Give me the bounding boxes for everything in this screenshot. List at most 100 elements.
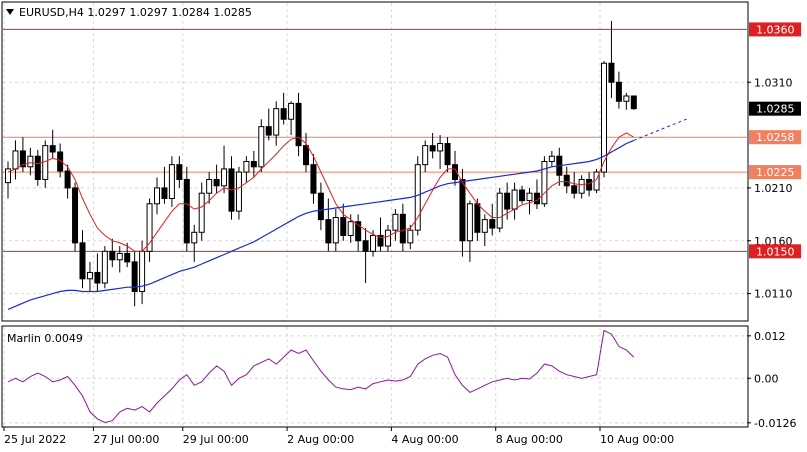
moving-averages <box>7 117 689 310</box>
indicator-pane-frame <box>1 325 749 428</box>
price-tick-label: 1.0110 <box>754 288 793 301</box>
candle-bull <box>332 217 339 244</box>
candle-bull <box>168 164 175 199</box>
candle-bear <box>444 143 451 166</box>
marlin-line <box>7 329 635 424</box>
indicator-tick-label: 0.012 <box>754 330 786 343</box>
indicator-axis: 0.012 0.00 -0.0126 <box>747 330 796 430</box>
candle-bull <box>623 95 630 102</box>
candle-bull <box>12 150 19 170</box>
candle-bear <box>109 250 116 261</box>
time-tick-label: 25 Jul 2022 <box>4 433 66 446</box>
candle-bear <box>630 95 637 110</box>
candle-bull <box>221 168 228 187</box>
candle-bull <box>86 271 93 280</box>
indicator-tick-label: 0.00 <box>754 372 779 385</box>
candle-bear <box>19 150 26 168</box>
candle-bull <box>392 213 399 231</box>
candle-bull <box>206 178 213 194</box>
candle-bull <box>414 164 421 231</box>
candlesticks <box>5 20 637 307</box>
candle-bull <box>466 203 473 242</box>
candle-bear <box>362 240 369 252</box>
candle-bear <box>459 178 466 242</box>
candle-bear <box>79 242 86 280</box>
candle-bull <box>526 192 533 202</box>
candle-bull <box>288 102 295 120</box>
candle-bull <box>437 143 444 152</box>
candle-bear <box>586 178 593 191</box>
candle-bear <box>183 178 190 244</box>
price-tick-label: 1.0210 <box>754 182 793 195</box>
main-grid <box>3 3 747 320</box>
ma-fast-line <box>7 132 635 252</box>
candle-bear <box>340 217 347 236</box>
candle-bull <box>154 187 160 205</box>
price-axis: 1.03101.02101.01601.01101.03601.02581.02… <box>747 22 801 301</box>
candle-bear <box>49 145 56 153</box>
level-price-tag <box>749 165 801 180</box>
candle-bull <box>42 145 49 180</box>
indicator-tick-label: -0.0126 <box>754 417 796 430</box>
candle-bull <box>243 161 250 173</box>
candle-bear <box>563 174 570 187</box>
candle-bear <box>250 161 257 168</box>
candle-bear <box>429 145 436 152</box>
candle-bear <box>34 155 41 180</box>
candle-bull <box>496 192 503 229</box>
candle-bull <box>258 126 265 168</box>
candle-bear <box>615 81 622 102</box>
candle-bull <box>422 145 429 166</box>
candle-bear <box>265 126 272 136</box>
candle-bull <box>198 192 205 233</box>
candle-bear <box>72 187 79 244</box>
level-price-label: 1.0150 <box>756 245 795 258</box>
candle-bear <box>64 170 71 189</box>
time-axis: 25 Jul 2022 27 Jul 00:00 29 Jul 00:00 2 Aug… <box>3 427 674 446</box>
candle-bull <box>116 252 123 261</box>
main-pane-frame <box>1 1 749 322</box>
candle-bull <box>384 229 391 247</box>
candle-bull <box>235 171 242 212</box>
time-tick-label: 29 Jul 00:00 <box>183 433 249 446</box>
candle-bear <box>124 252 131 263</box>
indicator-grid <box>3 327 747 426</box>
level-price-label: 1.0360 <box>756 23 795 36</box>
candle-bear <box>504 192 511 210</box>
candle-bear <box>355 221 362 242</box>
candle-bear <box>474 203 481 233</box>
candle-bull <box>5 168 11 184</box>
time-tick-label: 2 Aug 00:00 <box>287 433 354 446</box>
candle-bull <box>407 229 414 244</box>
level-price-tag <box>749 130 801 145</box>
time-tick-label: 8 Aug 00:00 <box>496 433 563 446</box>
candle-bear <box>295 102 302 147</box>
candle-bear <box>571 185 578 194</box>
symbol-header: EURUSD,H4 1.0297 1.0297 1.0284 1.0285 <box>6 6 252 19</box>
candle-bull <box>541 161 548 205</box>
ma-slow-projection <box>633 117 689 141</box>
time-tick-label: 27 Jul 00:00 <box>93 433 159 446</box>
current-price-label: 1.0285 <box>756 103 795 116</box>
candle-bear <box>377 234 384 247</box>
symbol-title: EURUSD,H4 1.0297 1.0297 1.0284 1.0285 <box>19 6 252 19</box>
current-price-tag <box>749 101 801 116</box>
candle-bear <box>57 151 64 172</box>
candle-bull <box>101 250 108 284</box>
candle-bear <box>94 271 101 284</box>
candle-bear <box>280 108 287 120</box>
dropdown-triangle-icon[interactable] <box>6 9 14 15</box>
candle-bull <box>27 155 34 168</box>
candle-bull <box>347 221 354 236</box>
candle-bear <box>452 164 458 180</box>
candle-bull <box>578 178 585 194</box>
candle-bull <box>273 108 280 136</box>
candle-bear <box>608 62 615 83</box>
candle-bear <box>213 178 220 187</box>
level-price-tag <box>749 22 801 37</box>
candle-bull <box>601 62 607 173</box>
candle-bull <box>548 155 555 162</box>
candle-bear <box>161 187 168 199</box>
candle-bull <box>146 203 153 252</box>
